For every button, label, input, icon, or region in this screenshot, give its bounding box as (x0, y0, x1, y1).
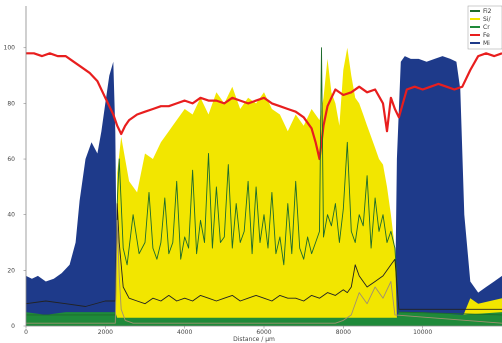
y-tick-label: 0 (11, 323, 15, 330)
series-line-fi2 (26, 47, 502, 316)
x-tick-label: 6000 (256, 329, 271, 336)
x-axis-title: Distance / µm (233, 336, 275, 343)
y-tick-labels: 0 20 40 60 80 100 (4, 45, 26, 330)
y-tick-label: 40 (7, 212, 15, 219)
series-area-cr (26, 312, 502, 326)
y-tick-label: 100 (4, 45, 16, 52)
series-area-si (26, 47, 502, 326)
x-tick-label: 10000 (413, 329, 432, 336)
series-line-ni (25, 203, 502, 310)
x-tick-label: 0 (24, 329, 28, 336)
legend-entry: Cr (483, 24, 490, 31)
line-series-group (25, 47, 502, 324)
legend-entry: Fi2 (483, 8, 492, 15)
series-line-fe (26, 52, 502, 161)
x-tick-label: 4000 (177, 329, 192, 336)
legend-entry: Mi (483, 40, 490, 47)
series-line-tr (26, 219, 502, 324)
y-tick-label: 20 (7, 267, 15, 274)
legend-entry: Si/ (483, 16, 491, 23)
x-tick-label: 2000 (98, 329, 113, 336)
x-tick-label: 8000 (336, 329, 351, 336)
y-tick-label: 60 (7, 156, 15, 163)
series-area-mi (26, 56, 502, 326)
area-series-group (26, 47, 502, 326)
x-tick-labels: 0 2000 4000 6000 8000 10000 (24, 326, 432, 336)
y-tick-label: 80 (7, 100, 15, 107)
legend-entry: Fe (483, 32, 490, 39)
